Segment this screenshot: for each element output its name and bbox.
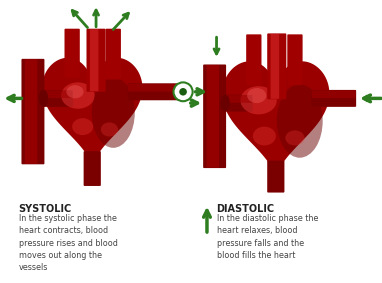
FancyBboxPatch shape — [312, 90, 356, 98]
Circle shape — [179, 88, 187, 96]
FancyBboxPatch shape — [43, 90, 73, 98]
FancyBboxPatch shape — [42, 90, 73, 107]
FancyBboxPatch shape — [246, 34, 261, 85]
Polygon shape — [222, 61, 329, 179]
FancyBboxPatch shape — [267, 160, 285, 192]
Ellipse shape — [66, 85, 84, 98]
Ellipse shape — [285, 130, 304, 145]
FancyBboxPatch shape — [84, 151, 101, 186]
Text: In the diastolic phase the
heart relaxes, blood
pressure falls and the
blood fil: In the diastolic phase the heart relaxes… — [217, 214, 318, 260]
Polygon shape — [42, 58, 142, 168]
Ellipse shape — [253, 127, 276, 145]
FancyBboxPatch shape — [128, 84, 181, 91]
FancyBboxPatch shape — [287, 34, 303, 85]
FancyBboxPatch shape — [86, 29, 105, 92]
FancyBboxPatch shape — [225, 95, 253, 103]
FancyBboxPatch shape — [21, 59, 44, 164]
Ellipse shape — [39, 90, 48, 107]
Ellipse shape — [240, 86, 277, 114]
Ellipse shape — [61, 82, 95, 109]
FancyBboxPatch shape — [65, 29, 80, 78]
Ellipse shape — [220, 95, 230, 112]
Ellipse shape — [92, 77, 135, 148]
FancyBboxPatch shape — [105, 29, 121, 80]
FancyBboxPatch shape — [25, 59, 37, 164]
Text: DIASTOLIC: DIASTOLIC — [217, 204, 275, 214]
Ellipse shape — [72, 118, 93, 135]
FancyBboxPatch shape — [207, 65, 219, 168]
Ellipse shape — [247, 88, 266, 103]
Ellipse shape — [277, 84, 323, 158]
Circle shape — [173, 82, 193, 101]
FancyBboxPatch shape — [224, 95, 253, 112]
Text: SYSTOLIC: SYSTOLIC — [19, 204, 72, 214]
FancyBboxPatch shape — [128, 83, 182, 100]
FancyBboxPatch shape — [90, 29, 99, 91]
FancyBboxPatch shape — [270, 34, 279, 99]
FancyBboxPatch shape — [267, 33, 286, 99]
Text: In the systolic phase the
heart contracts, blood
pressure rises and blood
moves : In the systolic phase the heart contract… — [19, 214, 118, 272]
FancyBboxPatch shape — [203, 65, 226, 168]
FancyBboxPatch shape — [311, 90, 356, 107]
Ellipse shape — [101, 123, 118, 136]
